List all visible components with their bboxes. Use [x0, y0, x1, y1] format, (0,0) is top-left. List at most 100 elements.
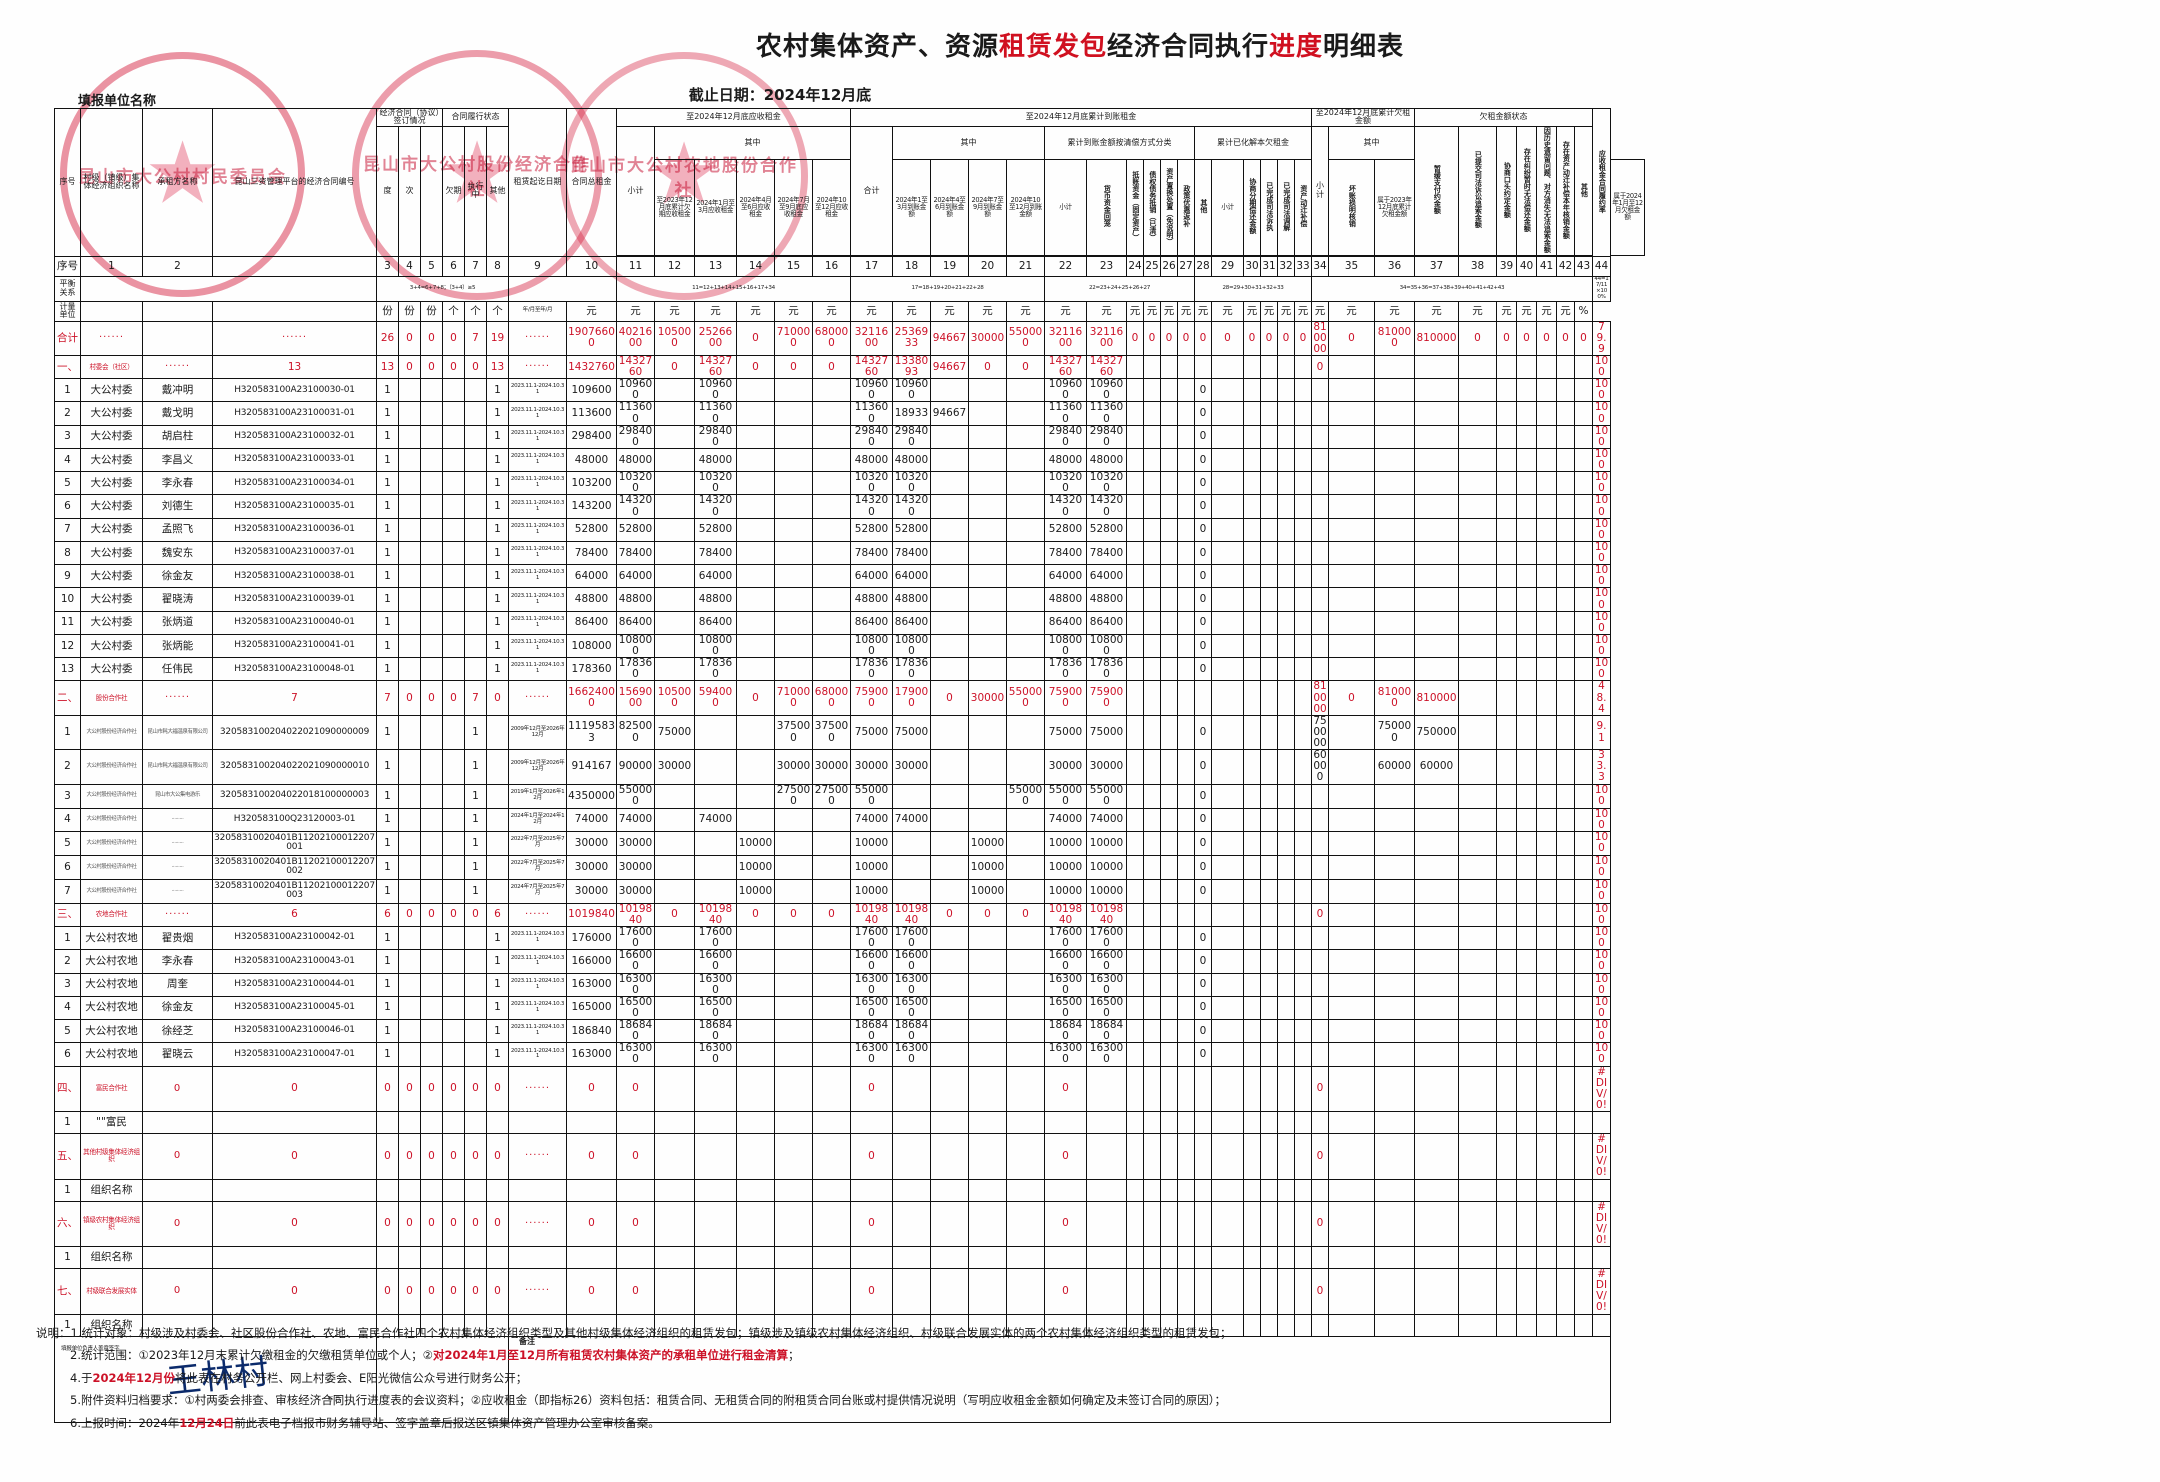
row-c7: [464, 633, 487, 659]
row-c30: [1243, 854, 1261, 880]
row-c25: [1143, 714, 1161, 751]
col-num: 17: [850, 255, 893, 277]
row-c14: [736, 401, 775, 426]
row-c6: 0: [442, 1065, 465, 1113]
col-num: 12: [654, 255, 695, 277]
row-c3: 1: [376, 783, 399, 809]
row-c26: [1160, 830, 1178, 856]
table-row: 6 大公村股份经济合作社 ········· 32058310020401B11202…: [54, 854, 1645, 880]
col-num: 43: [1574, 255, 1593, 277]
row-c16: [812, 830, 851, 856]
row-c26: [1160, 378, 1178, 403]
row-c22: 298400: [1044, 424, 1087, 449]
row-c13: [694, 1133, 737, 1180]
th-settle-asset: 抵账资金（固定资产）: [1126, 158, 1144, 256]
row-c37: [1414, 540, 1459, 566]
row-c37: [1414, 1133, 1459, 1180]
row-seq: 3: [54, 783, 81, 809]
row-contract-no: 7: [212, 680, 377, 716]
row-c14: [736, 926, 775, 951]
table-row: 2 大公村股份经济合作社 昆山市耗大福温泉有限公司 32058310020402202…: [54, 749, 1645, 785]
row-c34: [1311, 1042, 1329, 1067]
row-c16: [812, 1200, 851, 1248]
row-c11: [616, 1111, 655, 1135]
remark-label: 备注: [519, 1336, 535, 1346]
row-period: 2022年7月至2025年7月: [508, 830, 567, 856]
row-seq: 5: [54, 471, 81, 496]
row-c40: [1516, 540, 1537, 566]
row-c32: [1277, 949, 1295, 974]
row-c37: [1414, 878, 1459, 904]
row-c42: [1556, 540, 1575, 566]
row-c44: 100: [1592, 657, 1611, 682]
row-c37: [1414, 610, 1459, 635]
row-c4: [398, 926, 421, 951]
row-c41: [1536, 749, 1557, 785]
row-c30: [1243, 494, 1261, 519]
row-c33: [1294, 926, 1312, 951]
row-org: 其他村级集体经济组织: [80, 1133, 143, 1180]
row-c23: 103200: [1086, 471, 1127, 496]
row-c38: [1458, 564, 1497, 589]
row-c38: [1458, 540, 1497, 566]
row-org: 村级联合发展实体: [80, 1268, 143, 1315]
row-c19: [930, 633, 969, 659]
row-c24: [1126, 517, 1144, 542]
row-c6: [442, 926, 465, 951]
row-seq: 6: [54, 1042, 81, 1067]
row-c27: [1177, 1111, 1195, 1135]
row-c6: [442, 517, 465, 542]
row-c8: 1: [486, 1042, 509, 1067]
row-c28: 0: [1194, 320, 1212, 356]
row-c18: 1019840: [892, 902, 931, 928]
row-c37: [1414, 1065, 1459, 1113]
remark-cell: 备注: [508, 1335, 1611, 1423]
row-c4: [398, 633, 421, 659]
row-lessee: ······: [142, 680, 213, 716]
row-c15: [774, 1111, 813, 1135]
row-c25: [1143, 1065, 1161, 1113]
table-row: 5 大公村股份经济合作社 ········· 32058310020401B11202…: [54, 830, 1645, 856]
row-c38: [1458, 401, 1497, 426]
row-c25: [1143, 854, 1161, 880]
row-c23: [1086, 1200, 1127, 1248]
row-c44: #DIV/0!: [1592, 1065, 1611, 1113]
row-c31: [1260, 807, 1278, 832]
col-num: 7: [464, 255, 487, 277]
row-lessee: 戴冲明: [142, 378, 213, 403]
col-num: 29: [1211, 255, 1244, 277]
row-c34: [1311, 424, 1329, 449]
unit-ge: 个: [464, 300, 487, 322]
row-c24: [1126, 926, 1144, 951]
row-c28: [1194, 1133, 1212, 1180]
row-c21: [1006, 995, 1045, 1021]
row-c43: [1574, 587, 1593, 612]
row-c34: 810000: [1311, 320, 1329, 356]
row-c18: 143200: [892, 494, 931, 519]
row-c24: [1126, 749, 1144, 785]
th-received-group: 至2024年12月底累计到账租金: [850, 108, 1312, 127]
table-row: 1 组织名称: [54, 1313, 1645, 1337]
row-c36: [1374, 447, 1415, 473]
row-c10: 298400: [566, 424, 617, 449]
row-c5: [420, 783, 443, 809]
row-c43: [1574, 517, 1593, 542]
row-c29: [1211, 878, 1244, 904]
row-c4: [398, 972, 421, 997]
row-c4: [398, 749, 421, 785]
header-row-group-2: 度 次 欠期 执行中 其他 小计 其中 合计 其中 累计到账金额按清偿方式分类 …: [55, 125, 1645, 257]
row-c7: [464, 447, 487, 473]
th-ar-2023: 属于2023年12月底累计欠租金额: [1374, 158, 1415, 256]
row-c42: [1556, 1178, 1575, 1202]
row-c33: [1294, 401, 1312, 426]
row-period: 2024年7月至2025年7月: [508, 878, 567, 904]
row-c30: [1243, 610, 1261, 635]
row-seq: 9: [54, 564, 81, 589]
row-c40: [1516, 378, 1537, 403]
th-settle-other: 其他: [1194, 158, 1212, 256]
row-c27: [1177, 680, 1195, 716]
row-c27: [1177, 447, 1195, 473]
row-c5: 0: [420, 1268, 443, 1315]
row-c33: [1294, 657, 1312, 682]
row-c13: 48000: [694, 447, 737, 473]
